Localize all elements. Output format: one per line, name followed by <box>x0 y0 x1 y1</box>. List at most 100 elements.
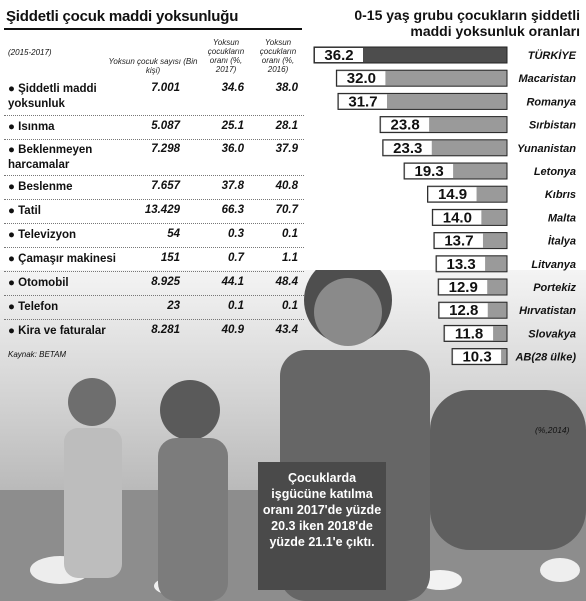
table-row: ● Çamaşır makinesi 151 0.7 1.1 <box>4 247 304 271</box>
value-label-bg <box>437 256 486 271</box>
column-header-rate-2017: Yoksun çocukların oranı (%, 2017) <box>207 38 245 74</box>
column-header-count: Yoksun çocuk sayısı (Bin kişi) <box>108 57 198 75</box>
row-value-count: 5.087 <box>151 120 180 132</box>
table-row: ● Kira ve faturalar 8.281 40.9 43.4 <box>4 319 304 343</box>
value-label: 14.9 <box>438 186 467 203</box>
category-label: İtalya <box>548 235 576 248</box>
row-value-rate2016: 38.0 <box>275 82 298 94</box>
category-label: Letonya <box>534 166 576 178</box>
row-value-rate2017: 66.3 <box>221 204 244 216</box>
category-label: Yunanistan <box>517 143 576 155</box>
row-value-count: 8.925 <box>151 276 180 288</box>
row-value-rate2017: 0.3 <box>228 228 244 240</box>
category-label: Kıbrıs <box>545 189 576 201</box>
category-label: Romanya <box>526 96 576 108</box>
table-period: (2015-2017) <box>8 48 52 57</box>
row-value-count: 7.657 <box>151 180 180 192</box>
row-label: ● Beklenmeyen harcamalar <box>8 144 93 171</box>
value-label-bg <box>428 187 477 202</box>
bar-7 <box>431 208 508 226</box>
row-label: ● Telefon <box>8 301 59 313</box>
value-label: 31.7 <box>348 93 377 110</box>
row-value-rate2016: 0.1 <box>282 228 298 240</box>
value-label-bg <box>405 164 454 178</box>
value-label-bg <box>433 210 482 225</box>
category-label: Macaristan <box>519 73 577 85</box>
value-label-bg <box>434 233 483 248</box>
category-label: TÜRKİYE <box>528 49 577 62</box>
row-value-rate2017: 0.1 <box>228 300 244 312</box>
table-row: ● Televizyon 54 0.3 0.1 <box>4 223 304 247</box>
row-label: ● Televizyon <box>8 229 77 241</box>
category-label: Sırbistan <box>529 120 576 132</box>
column-header-rate-2016: Yoksun çocukların oranı (%, 2016) <box>259 38 297 74</box>
row-value-count: 54 <box>167 228 180 240</box>
row-value-rate2016: 40.8 <box>275 180 298 192</box>
labor-participation-callout: Çocuklarda işgücüne katılma oranı 2017'd… <box>258 462 386 590</box>
row-label: ● Kira ve faturalar <box>8 325 106 337</box>
value-label: 23.8 <box>391 117 420 134</box>
table-row: ● Tatil 13.429 66.3 70.7 <box>4 199 304 223</box>
value-label: 32.0 <box>347 70 376 87</box>
row-value-rate2016: 0.1 <box>282 300 298 312</box>
row-value-rate2016: 37.9 <box>275 143 298 155</box>
table-title: Şiddetli çocuk maddi yoksunluğu <box>6 8 239 25</box>
table-row: ● Isınma 5.087 25.1 28.1 <box>4 115 304 139</box>
row-value-rate2017: 37.8 <box>221 180 244 192</box>
row-value-rate2017: 44.1 <box>221 276 244 288</box>
row-label: ● Şiddetli maddi yoksunluk <box>8 83 97 110</box>
row-value-count: 23 <box>167 300 180 312</box>
table-row: ● Telefon 23 0.1 0.1 <box>4 295 304 319</box>
value-label-bg <box>338 94 387 109</box>
row-value-rate2017: 34.6 <box>221 82 244 94</box>
row-value-count: 8.281 <box>151 324 180 336</box>
row-value-rate2017: 40.9 <box>221 324 244 336</box>
row-value-count: 151 <box>160 252 180 264</box>
row-value-rate2017: 0.7 <box>228 252 244 264</box>
row-value-rate2016: 43.4 <box>275 324 298 336</box>
row-value-count: 13.429 <box>144 204 180 216</box>
table-row: ● Beklenmeyen harcamalar 7.298 36.0 37.9 <box>4 139 304 175</box>
row-value-count: 7.298 <box>151 143 180 155</box>
table-row: ● Beslenme 7.657 37.8 40.8 <box>4 175 304 199</box>
bar-6 <box>427 185 508 203</box>
value-label: 14.0 <box>443 209 472 226</box>
row-label: ● Beslenme <box>8 181 73 193</box>
table-row: ● Şiddetli maddi yoksunluk 7.001 34.6 38.0 <box>4 79 304 115</box>
bar-1 <box>335 69 508 87</box>
table-row: ● Otomobil 8.925 44.1 48.4 <box>4 271 304 295</box>
bar-0 <box>313 46 508 64</box>
row-value-rate2016: 1.1 <box>282 252 298 264</box>
row-value-rate2017: 36.0 <box>221 143 244 155</box>
title-divider <box>4 28 302 30</box>
bar-8 <box>433 232 508 250</box>
row-value-rate2016: 48.4 <box>275 276 298 288</box>
bar-3 <box>379 116 508 134</box>
value-label: 19.3 <box>415 163 444 180</box>
row-value-rate2016: 70.7 <box>275 204 298 216</box>
row-label: ● Çamaşır makinesi <box>8 253 116 265</box>
value-label-bg <box>315 48 363 62</box>
category-label: Litvanya <box>531 259 576 271</box>
bar-5 <box>403 162 508 180</box>
value-label-bg <box>381 117 430 132</box>
source-note: Kaynak: BETAM <box>8 350 67 359</box>
chart-title: 0-15 yaş grubu çocukların şiddetli maddi… <box>354 7 580 39</box>
row-label: ● Otomobil <box>8 277 69 289</box>
row-value-rate2016: 28.1 <box>275 120 298 132</box>
row-value-count: 7.001 <box>151 82 180 94</box>
row-label: ● Tatil <box>8 205 41 217</box>
chart-unit-note: (%,2014) <box>535 425 570 435</box>
value-label: 36.2 <box>324 47 353 64</box>
value-label-bg <box>383 140 432 155</box>
value-label-bg <box>337 71 386 86</box>
value-label: 23.3 <box>393 140 422 157</box>
value-label: 13.7 <box>444 233 473 250</box>
bar-2 <box>337 92 508 110</box>
category-label: Malta <box>548 212 576 224</box>
deprivation-table: ● Şiddetli maddi yoksunluk 7.001 34.6 38.0 ●… <box>4 79 304 343</box>
bar-4 <box>382 139 508 157</box>
row-value-rate2017: 25.1 <box>221 120 244 132</box>
row-label: ● Isınma <box>8 121 55 133</box>
